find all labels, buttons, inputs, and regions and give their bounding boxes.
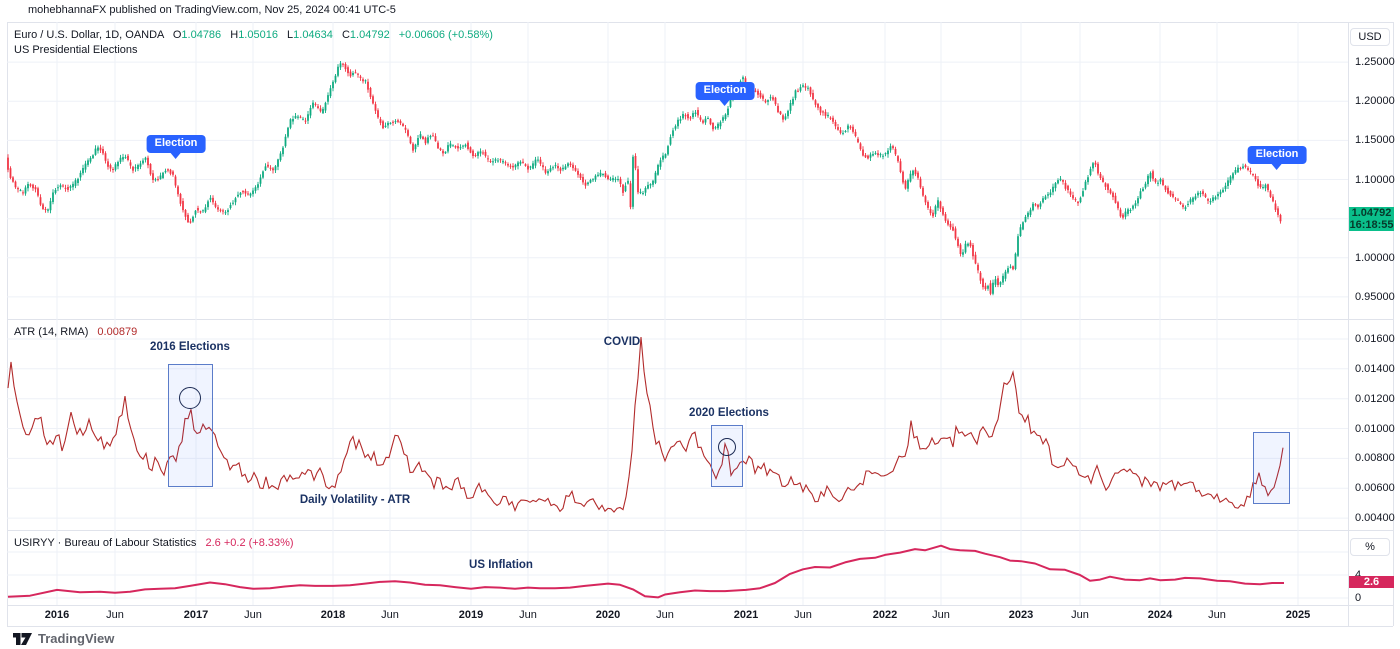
time-axis-label: Jun	[794, 609, 812, 621]
highlight-box[interactable]	[711, 425, 743, 487]
time-axis-label: 2018	[320, 609, 346, 621]
time-axis-label: Jun	[244, 609, 262, 621]
price-pane-canvas[interactable]	[7, 22, 1348, 324]
time-axis-label: Jun	[1071, 609, 1089, 621]
frame-left-border	[7, 22, 8, 626]
circle-drawing[interactable]	[179, 387, 201, 409]
ohlc-open-label: O	[172, 29, 182, 41]
time-axis-label: 2020	[595, 609, 621, 621]
last-price-tag: 1.04792 16:18:55	[1349, 207, 1394, 231]
highlight-box[interactable]	[168, 364, 213, 487]
atr-legend-value: 0.00879	[97, 326, 138, 338]
price-axis-label: 1.20000	[1355, 95, 1395, 107]
frame-top-border	[7, 22, 1393, 23]
price-scale-border	[1348, 22, 1349, 626]
inflation-pane-canvas[interactable]	[7, 530, 1348, 610]
election-marker[interactable]: Election	[146, 135, 206, 159]
inflation-legend[interactable]: USIRYY · Bureau of Labour Statistics 2.6…	[14, 537, 294, 549]
ohlc-close-value: 1.04792	[349, 29, 390, 41]
time-axis-label: 2019	[458, 609, 484, 621]
ohlc-low-value: 1.04634	[293, 29, 333, 41]
tradingview-brand-text: TradingView	[38, 631, 115, 646]
symbol-legend[interactable]: Euro / U.S. Dollar, 1D, OANDA O1.04786 H…	[14, 29, 493, 41]
time-axis-label: 2017	[183, 609, 209, 621]
highlight-box[interactable]	[1253, 432, 1290, 504]
publish-attribution: mohebhannaFX published on TradingView.co…	[28, 4, 396, 16]
time-axis-label: 2016	[44, 609, 70, 621]
atr-axis-label: 0.01600	[1355, 333, 1395, 345]
ohlc-close-label: C	[341, 29, 350, 41]
atr-axis-label: 0.01400	[1355, 363, 1395, 375]
pane-separator-atr[interactable]	[7, 319, 1393, 320]
time-axis-label: Jun	[381, 609, 399, 621]
time-axis-label: Jun	[932, 609, 950, 621]
atr-pane-canvas[interactable]	[7, 319, 1348, 535]
text-annotation[interactable]: COVID	[603, 336, 641, 348]
ohlc-high-label: H	[230, 29, 239, 41]
election-marker-pointer	[1271, 164, 1282, 175]
pane-separator-inflation[interactable]	[7, 530, 1393, 531]
percent-unit-button[interactable]: %	[1350, 538, 1390, 556]
time-axis-label: 2021	[733, 609, 759, 621]
text-annotation[interactable]: Daily Volatility - ATR	[299, 494, 411, 506]
price-axis-label: 1.25000	[1355, 56, 1395, 68]
time-axis-border	[7, 605, 1393, 606]
ohlc-open-value: 1.04786	[181, 29, 222, 41]
time-axis-label: Jun	[519, 609, 537, 621]
time-axis-label: 2024	[1147, 609, 1173, 621]
atr-axis-label: 0.01200	[1355, 393, 1395, 405]
change-value: +0.00606 (+0.58%)	[398, 29, 493, 41]
atr-axis-label: 0.00400	[1355, 512, 1395, 524]
time-axis-label: 2025	[1285, 609, 1311, 621]
ohlc-low-label: L	[287, 29, 294, 41]
inflation-value-tag: 2.6	[1349, 576, 1394, 588]
inflation-tag-value: 2.6	[1363, 576, 1380, 588]
last-price-value: 1.04792	[1351, 207, 1392, 219]
election-marker-pointer	[719, 100, 730, 111]
inflation-legend-change: +0.2 (+8.33%)	[223, 537, 294, 549]
time-axis-label: Jun	[1208, 609, 1226, 621]
price-axis-label: 1.10000	[1355, 174, 1395, 186]
study-title-elections[interactable]: US Presidential Elections	[14, 44, 138, 56]
election-marker[interactable]: Election	[1247, 146, 1307, 170]
price-axis-label: 1.00000	[1355, 252, 1395, 264]
inflation-legend-title: USIRYY · Bureau of Labour Statistics	[14, 537, 197, 549]
ohlc-high-value: 1.05016	[238, 29, 278, 41]
atr-legend[interactable]: ATR (14, RMA) 0.00879	[14, 326, 137, 338]
text-annotation[interactable]: US Inflation	[469, 559, 533, 571]
inflation-axis-label: 4	[1355, 569, 1362, 581]
inflation-axis-label: 0	[1355, 592, 1362, 604]
time-axis-label: Jun	[106, 609, 124, 621]
price-axis-label: 0.95000	[1355, 291, 1395, 303]
atr-axis-label: 0.01000	[1355, 423, 1395, 435]
price-axis-label: 1.15000	[1355, 134, 1395, 146]
circle-drawing[interactable]	[718, 438, 736, 456]
text-annotation[interactable]: 2016 Elections	[150, 341, 230, 353]
frame-bottom-border	[7, 626, 1393, 627]
election-marker[interactable]: Election	[695, 82, 755, 106]
currency-unit-button[interactable]: USD	[1350, 28, 1390, 46]
atr-legend-title: ATR (14, RMA)	[14, 326, 89, 338]
frame-right-border	[1393, 22, 1394, 626]
bar-countdown: 16:18:55	[1349, 219, 1394, 231]
tradingview-logo-icon	[13, 632, 32, 645]
election-marker-pointer	[170, 153, 181, 164]
text-annotation[interactable]: 2020 Elections	[689, 407, 769, 419]
time-axis-label: Jun	[656, 609, 674, 621]
inflation-legend-value: 2.6	[205, 537, 221, 549]
time-axis-label: 2023	[1008, 609, 1034, 621]
tradingview-footer[interactable]: TradingView	[13, 631, 114, 646]
time-axis-label: 2022	[872, 609, 898, 621]
atr-axis-label: 0.00600	[1355, 482, 1395, 494]
atr-axis-label: 0.00800	[1355, 452, 1395, 464]
symbol-title: Euro / U.S. Dollar, 1D, OANDA	[14, 29, 164, 41]
